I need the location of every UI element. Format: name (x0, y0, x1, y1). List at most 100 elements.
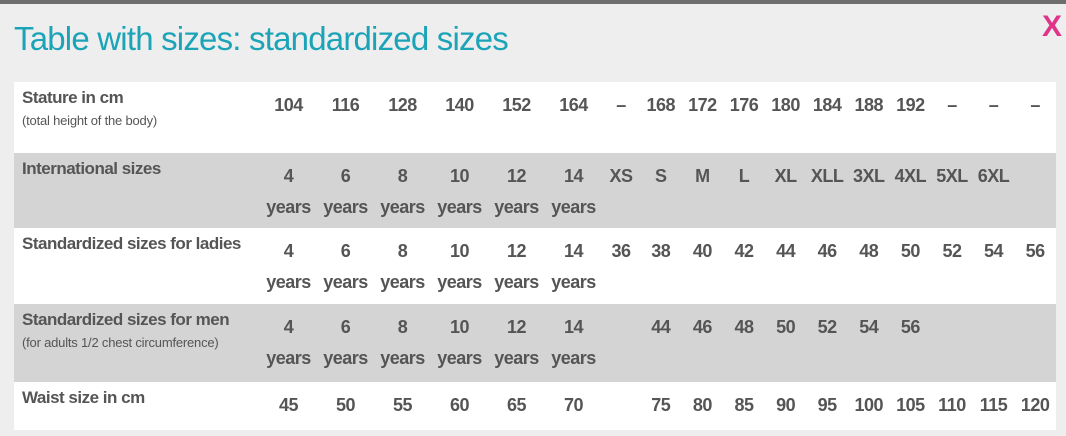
table-cell: 42 (723, 228, 765, 304)
table-cell: 50 (765, 304, 807, 382)
table-cell: 172 (682, 82, 724, 153)
cell-text: 65 (506, 395, 527, 415)
cell-text: 52 (817, 317, 838, 337)
table-cell: 4XL (890, 153, 932, 228)
table-cell: 176 (723, 82, 765, 153)
cell-text: S (655, 166, 667, 186)
table-cell: 14 years (545, 228, 602, 304)
cell-text: – (988, 95, 999, 115)
cell-text: 104 (274, 95, 303, 115)
table-cell: 14 years (545, 304, 602, 382)
table-cell (602, 304, 640, 382)
table-cell: 56 (1014, 228, 1056, 304)
table-cell: 36 (602, 228, 640, 304)
cell-text: 10 years (437, 166, 482, 217)
table-cell: 95 (806, 382, 848, 430)
cell-text: 8 years (380, 241, 425, 292)
cell-text: 4 years (266, 166, 311, 217)
table-cell (1014, 304, 1056, 382)
table-cell: 140 (431, 82, 488, 153)
table-cell: 6XL (973, 153, 1015, 228)
cell-text: 3XL (853, 166, 885, 186)
table-cell: 75 (640, 382, 682, 430)
cell-text: 4 years (266, 241, 311, 292)
cell-text: 56 (900, 317, 921, 337)
table-row: Waist size in cm 45 50 55 60 65 70 75 80 85 90 95 10… (14, 382, 1056, 430)
cell-text: 12 years (494, 241, 539, 292)
cell-text: 180 (771, 95, 800, 115)
label-text: Stature in cm (22, 88, 124, 107)
table-row: Standardized sizes for ladies 4 years 6 ye… (14, 228, 1056, 304)
cell-text: 50 (776, 317, 796, 337)
cell-text: 95 (817, 395, 838, 415)
cell-text: 52 (942, 241, 962, 261)
title: Table with sizes: standardized sizes (14, 20, 509, 57)
table-cell: 8 years (374, 304, 431, 382)
table-cell: S (640, 153, 682, 228)
table-cell: 44 (765, 228, 807, 304)
table-cell: 168 (640, 82, 682, 153)
cell-text: 192 (896, 95, 925, 115)
table-cell: 120 (1014, 382, 1056, 430)
table-cell: 3XL (848, 153, 890, 228)
cell-text: – (616, 95, 626, 115)
table-cell: 90 (765, 382, 807, 430)
table-cell: 184 (806, 82, 848, 153)
cell-text: 55 (392, 395, 413, 415)
table-cell: 100 (848, 382, 890, 430)
table-cell: XL (765, 153, 807, 228)
table-cell: 188 (848, 82, 890, 153)
cell-text: 44 (776, 241, 796, 261)
table-cell: 14 years (545, 153, 602, 228)
close-button[interactable]: X (1041, 10, 1062, 43)
row-label: Standardized sizes for men (for adults 1/… (14, 304, 260, 382)
table-cell: 65 (488, 382, 545, 430)
table-cell: 50 (890, 228, 932, 304)
table-cell: 80 (682, 382, 724, 430)
table-cell: – (973, 82, 1015, 153)
label-text: Standardized sizes for men (22, 310, 230, 329)
cell-text: 60 (449, 395, 470, 415)
cell-text: 176 (729, 95, 759, 115)
cell-text: 50 (335, 395, 356, 415)
cell-text: 14 years (551, 241, 596, 292)
table-cell: M (682, 153, 724, 228)
cell-text: 40 (692, 241, 713, 261)
label-text: International sizes (22, 159, 161, 178)
cell-text: 38 (651, 241, 671, 261)
cell-text: 42 (734, 241, 754, 261)
cell-text: 120 (1020, 395, 1050, 415)
row-label: Stature in cm (total height of the body) (14, 82, 260, 153)
cell-text: XL (774, 166, 798, 186)
cell-text: 36 (611, 241, 631, 261)
cell-text: XS (609, 166, 633, 186)
table-cell: 115 (973, 382, 1015, 430)
table-cell (973, 304, 1015, 382)
cell-text: 4XL (894, 166, 927, 186)
cell-text: 50 (900, 241, 921, 261)
cell-text: 4 years (266, 317, 311, 368)
table-cell: 50 (317, 382, 374, 430)
table-cell: 4 years (260, 304, 317, 382)
table-row: Standardized sizes for men (for adults 1/… (14, 304, 1056, 382)
table-cell: 8 years (374, 153, 431, 228)
table-cell: 52 (806, 304, 848, 382)
cell-text: 8 years (380, 317, 425, 368)
cell-text: M (695, 166, 710, 186)
cell-text: 5XL (936, 166, 968, 186)
table-cell: 12 years (488, 153, 545, 228)
cell-text: 8 years (380, 166, 425, 217)
table-cell: 12 years (488, 304, 545, 382)
cell-text: 172 (688, 95, 717, 115)
cell-text: 115 (979, 395, 1008, 415)
table-cell: 152 (488, 82, 545, 153)
cell-text: 14 years (551, 317, 596, 368)
cell-text: 75 (651, 395, 671, 415)
cell-text: 105 (896, 395, 925, 415)
table-cell: 10 years (431, 153, 488, 228)
cell-text: 184 (812, 95, 842, 115)
cell-text: 48 (859, 241, 879, 261)
table-cell: 56 (890, 304, 932, 382)
cell-text: 140 (445, 95, 474, 115)
